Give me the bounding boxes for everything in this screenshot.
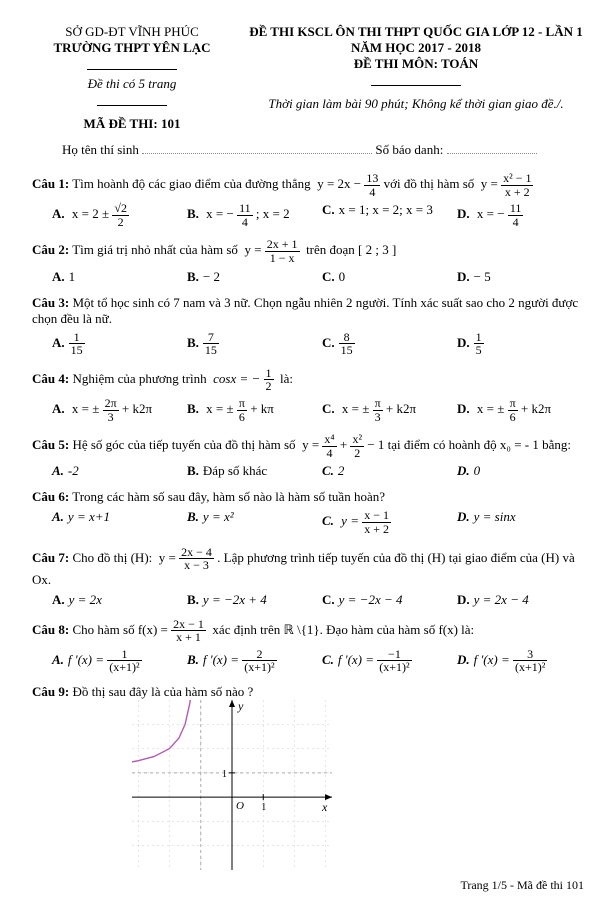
name-label: Họ tên thí sinh (62, 142, 139, 157)
q8-label: Câu 8: (32, 622, 69, 637)
school-name: TRƯỜNG THPT YÊN LẠC (32, 40, 232, 56)
q1-eq1-frac: 13 4 (364, 172, 380, 198)
q6-ans-a: A.y = x+1 (52, 509, 179, 535)
q2-ans-b: B.− 2 (187, 269, 314, 285)
q9-label: Câu 9: (32, 684, 69, 699)
page-header: SỞ GD-ĐT VĨNH PHÚC TRƯỜNG THPT YÊN LẠC Đ… (32, 24, 584, 132)
question-4: Câu 4: Nghiệm của phương trình cosx = − … (32, 367, 584, 423)
header-right: ĐỀ THI KSCL ÔN THI THPT QUỐC GIA LỚP 12 … (248, 24, 584, 132)
q1-ans-c: C.x = 1; x = 2; x = 3 (322, 202, 449, 228)
candidate-info: Họ tên thí sinh Số báo danh: (62, 142, 584, 158)
q3-text: Một tổ học sinh có 7 nam và 3 nữ. Chọn n… (32, 295, 578, 326)
sbd-label: Số báo danh: (375, 142, 443, 157)
q1-eq2-frac: x² − 1 x + 2 (501, 172, 533, 198)
q4-ans-b: B. x = ± π6 + kπ (187, 397, 314, 423)
q2-ans-d: D.− 5 (457, 269, 584, 285)
q4-answers: A. x = ± 2π3 + k2π B. x = ± π6 + kπ C. x… (52, 397, 584, 423)
divider (371, 85, 461, 86)
q9-chart: Ox y 1 1 (132, 700, 584, 870)
q4-ans-d: D. x = ± π6 + k2π (457, 397, 584, 423)
question-7: Câu 7: Cho đồ thị (H): y = 2x − 4x − 3 .… (32, 546, 584, 608)
q2-ans-a: A.1 (52, 269, 179, 285)
q8-answers: A.f '(x) = 1(x+1)² B.f '(x) = 2(x+1)² C.… (52, 648, 584, 674)
q1-answers: A. x = 2 ± √22 B. x = − 114 ; x = 2 C.x … (52, 202, 584, 228)
svg-text:1: 1 (261, 802, 266, 813)
q3-ans-b: B.715 (187, 331, 314, 357)
svg-text:1: 1 (222, 769, 227, 780)
q1-eq1-pre: y = 2x − (317, 176, 361, 191)
divider (97, 105, 167, 106)
q4-ans-c: C. x = ± π3 + k2π (322, 397, 449, 423)
exam-code: MÃ ĐỀ THI: 101 (32, 116, 232, 132)
q5-ans-d: D.0 (457, 463, 584, 479)
question-9: Câu 9: Đồ thị sau đây là của hàm số nào … (32, 684, 584, 700)
function-graph: Ox y 1 1 (132, 700, 332, 870)
authority: SỞ GD-ĐT VĨNH PHÚC (32, 24, 232, 40)
q1-ans-b: B. x = − 114 ; x = 2 (187, 202, 314, 228)
q6-ans-c: C. y = x − 1x + 2 (322, 509, 449, 535)
svg-text:x: x (321, 800, 328, 814)
q5-answers: A.-2 B.Đáp số khác C.2 D.0 (52, 463, 584, 479)
q5-text: Hệ số góc của tiếp tuyến của đồ thị hàm … (72, 437, 295, 452)
q3-answers: A.115 B.715 C.815 D.15 (52, 331, 584, 357)
q3-ans-d: D.15 (457, 331, 584, 357)
q6-label: Câu 6: (32, 489, 69, 504)
time-note: Thời gian làm bài 90 phút; Không kể thời… (248, 96, 584, 112)
q5-ans-c: C.2 (322, 463, 449, 479)
q7-ans-d: D.y = 2x − 4 (457, 592, 584, 608)
svg-text:O: O (236, 800, 244, 812)
title-line-1: ĐỀ THI KSCL ÔN THI THPT QUỐC GIA LỚP 12 … (248, 24, 584, 40)
q8-ans-d: D.f '(x) = 3(x+1)² (457, 648, 584, 674)
q5-label: Câu 5: (32, 437, 69, 452)
q7-label: Câu 7: (32, 550, 69, 565)
question-2: Câu 2: Tìm giá trị nhỏ nhất của hàm số y… (32, 238, 584, 284)
q7-ans-a: A.y = 2x (52, 592, 179, 608)
q1-mid: với đồ thị hàm số (384, 176, 475, 191)
q8-ans-b: B.f '(x) = 2(x+1)² (187, 648, 314, 674)
question-3: Câu 3: Một tổ học sinh có 7 nam và 3 nữ.… (32, 295, 584, 357)
question-8: Câu 8: Cho hàm số f(x) = 2x − 1x + 1 xác… (32, 618, 584, 674)
q4-text: Nghiệm của phương trình (72, 371, 206, 386)
name-line (142, 143, 372, 154)
q8-ans-a: A.f '(x) = 1(x+1)² (52, 648, 179, 674)
q1-ans-a: A. x = 2 ± √22 (52, 202, 179, 228)
question-5: Câu 5: Hệ số góc của tiếp tuyến của đồ t… (32, 433, 584, 479)
q5-ans-a: A.-2 (52, 463, 179, 479)
svg-text:y: y (237, 700, 244, 713)
page-footer: Trang 1/5 - Mã đề thi 101 (32, 878, 584, 893)
q9-text: Đồ thị sau đây là của hàm số nào ? (72, 684, 253, 699)
question-1: Câu 1: Tìm hoành độ các giao điểm của đư… (32, 172, 584, 228)
q6-text: Trong các hàm số sau đây, hàm số nào là … (72, 489, 385, 504)
q7-ans-b: B.y = −2x + 4 (187, 592, 314, 608)
q1-text: Tìm hoành độ các giao điểm của đường thẳ… (72, 176, 310, 191)
sbd-line (447, 143, 537, 154)
q2-ans-c: C.0 (322, 269, 449, 285)
q1-label: Câu 1: (32, 176, 69, 191)
q3-label: Câu 3: (32, 295, 69, 310)
title-line-2: NĂM HỌC 2017 - 2018 (248, 40, 584, 56)
q8-ans-c: C.f '(x) = −1(x+1)² (322, 648, 449, 674)
q4-ans-a: A. x = ± 2π3 + k2π (52, 397, 179, 423)
q3-ans-a: A.115 (52, 331, 179, 357)
pages-note: Đề thi có 5 trang (32, 76, 232, 92)
q2-label: Câu 2: (32, 242, 69, 257)
q1-eq2-pre: y = (481, 176, 498, 191)
q6-ans-b: B.y = x² (187, 509, 314, 535)
divider (87, 69, 177, 70)
q7-answers: A.y = 2x B.y = −2x + 4 C.y = −2x − 4 D.y… (52, 592, 584, 608)
q1-ans-d: D. x = − 114 (457, 202, 584, 228)
question-6: Câu 6: Trong các hàm số sau đây, hàm số … (32, 489, 584, 535)
q2-text: Tìm giá trị nhỏ nhất của hàm số (72, 242, 238, 257)
q7-ans-c: C.y = −2x − 4 (322, 592, 449, 608)
q4-label: Câu 4: (32, 371, 69, 386)
header-left: SỞ GD-ĐT VĨNH PHÚC TRƯỜNG THPT YÊN LẠC Đ… (32, 24, 232, 132)
q3-ans-c: C.815 (322, 331, 449, 357)
q6-ans-d: D.y = sinx (457, 509, 584, 535)
q6-answers: A.y = x+1 B.y = x² C. y = x − 1x + 2 D.y… (52, 509, 584, 535)
q5-ans-b: B.Đáp số khác (187, 463, 314, 479)
q2-answers: A.1 B.− 2 C.0 D.− 5 (52, 269, 584, 285)
title-line-3: ĐỀ THI MÔN: TOÁN (248, 56, 584, 72)
